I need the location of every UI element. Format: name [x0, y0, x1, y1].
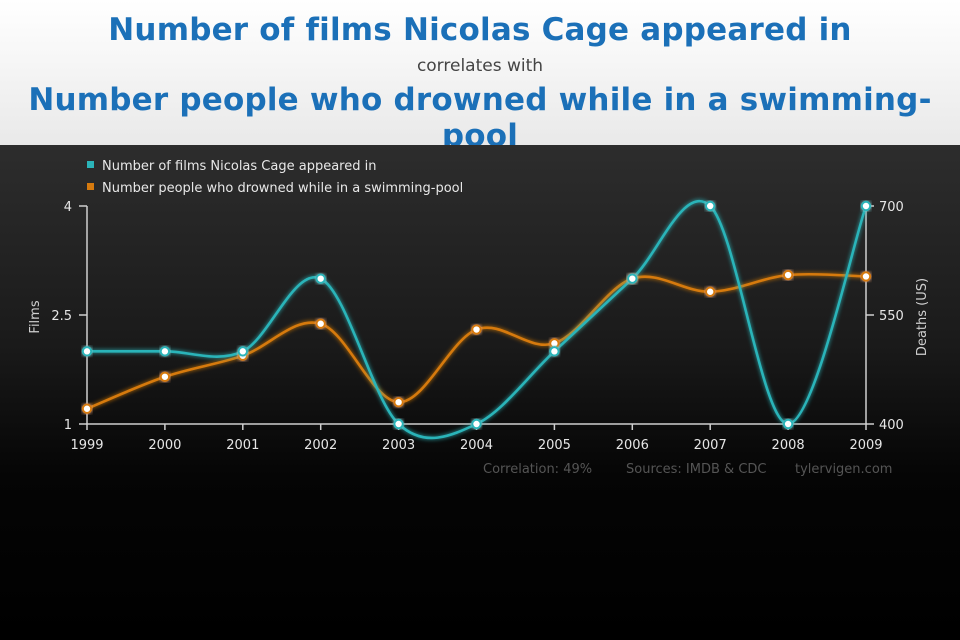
data-point-films: [237, 346, 249, 357]
x-tick-label: 1999: [70, 438, 103, 453]
title-primary: Number of films Nicolas Cage appeared in: [108, 12, 852, 48]
left-tick-label-top: 4: [64, 200, 72, 215]
series-line-films: [85, 199, 868, 440]
chart-footer: Correlation: 49% Sources: IMDB & CDC tyl…: [483, 462, 892, 477]
title-secondary: Number people who drowned while in a swi…: [28, 82, 932, 154]
x-tick-label: 2002: [304, 438, 337, 453]
data-point-drownings: [471, 324, 482, 335]
data-point-drownings: [782, 269, 794, 281]
x-tick-label: 2000: [148, 438, 181, 453]
footer-site: tylervigen.com: [795, 462, 892, 477]
x-tick-label: 2005: [538, 438, 571, 453]
data-point-films: [782, 418, 794, 430]
data-point-drownings: [315, 318, 326, 329]
x-tick-label: 2007: [694, 438, 727, 453]
data-point-films: [471, 418, 482, 430]
data-point-films: [860, 200, 872, 212]
data-point-drownings: [393, 397, 404, 408]
data-point-films: [549, 346, 560, 357]
marker-layer: [81, 200, 872, 430]
series-layer: [85, 199, 868, 440]
left-tick-label-bottom: 1: [64, 418, 72, 433]
legend: Number of films Nicolas Cage appeared in…: [87, 159, 463, 196]
x-tick-label: 2003: [382, 438, 415, 453]
data-point-drownings: [159, 371, 171, 382]
x-tick-label: 2006: [616, 438, 649, 453]
data-point-films: [81, 346, 93, 357]
data-point-films: [393, 418, 404, 430]
data-point-films: [159, 346, 171, 357]
footer-sources: Sources: IMDB & CDC: [626, 462, 766, 477]
x-tick-label: 2001: [226, 438, 259, 453]
legend-swatch-films: [87, 161, 94, 168]
legend-label-drownings: Number people who drowned while in a swi…: [102, 181, 463, 196]
chart-area: Number of films Nicolas Cage appeared in…: [0, 145, 960, 640]
correlation-chart: Number of films Nicolas Cage appeared in…: [28, 159, 930, 477]
footer-correlation: Correlation: 49%: [483, 462, 592, 477]
data-point-drownings: [81, 403, 93, 414]
data-point-films: [315, 273, 326, 284]
left-tick-label-mid: 2.5: [51, 309, 72, 324]
title-connector: correlates with: [416, 56, 544, 76]
right-tick-label-bottom: 400: [879, 418, 904, 433]
x-tick-label: 2009: [849, 438, 882, 453]
legend-label-films: Number of films Nicolas Cage appeared in: [102, 159, 376, 174]
data-point-drownings: [860, 271, 872, 282]
x-tick-label: 2008: [772, 438, 805, 453]
x-tick-label: 2004: [460, 438, 493, 453]
header: Number of films Nicolas Cage appeared in…: [0, 0, 960, 154]
data-point-films: [705, 200, 716, 212]
data-point-films: [627, 273, 638, 284]
right-tick-label-mid: 550: [879, 309, 904, 324]
right-axis-title: Deaths (US): [915, 278, 930, 356]
right-tick-label-top: 700: [879, 200, 904, 215]
left-axis-title: Films: [28, 300, 43, 333]
legend-swatch-drownings: [87, 183, 94, 190]
data-point-drownings: [705, 286, 716, 297]
series-line-drownings: [85, 272, 868, 411]
